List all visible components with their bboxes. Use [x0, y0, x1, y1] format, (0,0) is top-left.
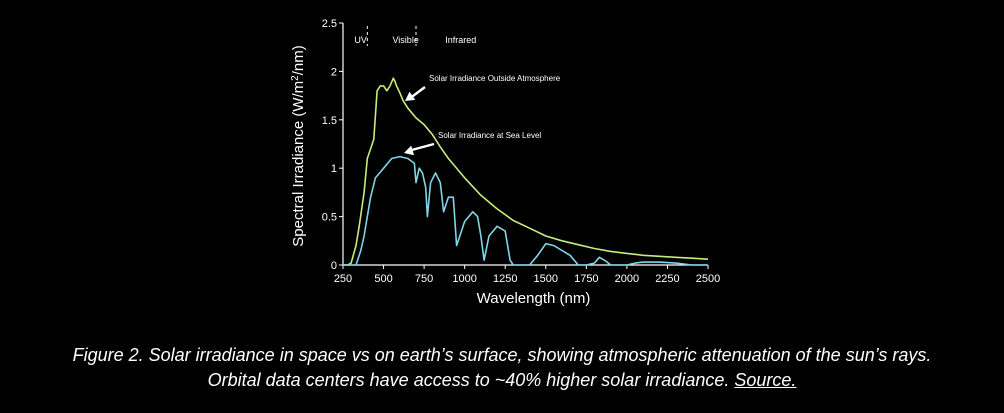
y-axis-label: Spectral Irradiance (W/m2/nm) [290, 45, 308, 246]
x-axis-label: Wavelength (nm) [477, 290, 591, 307]
caption-line-2: Orbital data centers have access to ~40%… [0, 368, 1004, 393]
x-tick-label: 750 [415, 273, 433, 285]
x-tick-label: 2250 [655, 273, 679, 285]
y-tick-label: 2.5 [322, 18, 337, 30]
series-line-sea-level [343, 155, 708, 266]
x-tick-label: 1500 [534, 273, 558, 285]
y-tick-label: 1.5 [322, 115, 337, 127]
annotation-label: Solar Irradiance at Sea Level [438, 131, 541, 140]
figure-caption: Figure 2. Solar irradiance in space vs o… [0, 343, 1004, 393]
spectral-irradiance-chart: 0 0.5 1 1.5 2 2.5 250 500 750 1000 1250 1500 1750 200… [290, 18, 721, 307]
y-tick-label: 0.5 [322, 212, 337, 224]
x-tick-label: 2500 [696, 273, 720, 285]
plot-area: 0 0.5 1 1.5 2 2.5 250 500 750 1000 1250 1500 1750 200… [290, 18, 721, 307]
caption-line-2-text: Orbital data centers have access to ~40%… [207, 370, 730, 390]
source-link[interactable]: Source. [734, 370, 797, 390]
x-tick-label: 2000 [615, 273, 639, 285]
region-label-visible: Visible [392, 35, 418, 45]
annotation-arrow-head [404, 145, 415, 156]
x-tick-label: 1750 [574, 273, 598, 285]
y-tick-label: 0 [331, 260, 337, 272]
x-tick-label: 1000 [452, 273, 476, 285]
annotation-label: Solar Irradiance Outside Atmosphere [429, 74, 561, 83]
caption-line-1: Figure 2. Solar irradiance in space vs o… [72, 345, 932, 365]
x-tick-label: 250 [334, 273, 352, 285]
y-tick-label: 2 [331, 66, 337, 78]
region-label-infrared: Infrared [445, 35, 476, 45]
y-tick-label: 1 [331, 163, 337, 175]
series-line-outside-atmosphere [343, 77, 709, 266]
region-label-uv: UV [354, 35, 367, 45]
x-tick-label: 1250 [493, 273, 517, 285]
x-tick-label: 500 [374, 273, 392, 285]
annotation-arrow-head [405, 91, 416, 101]
